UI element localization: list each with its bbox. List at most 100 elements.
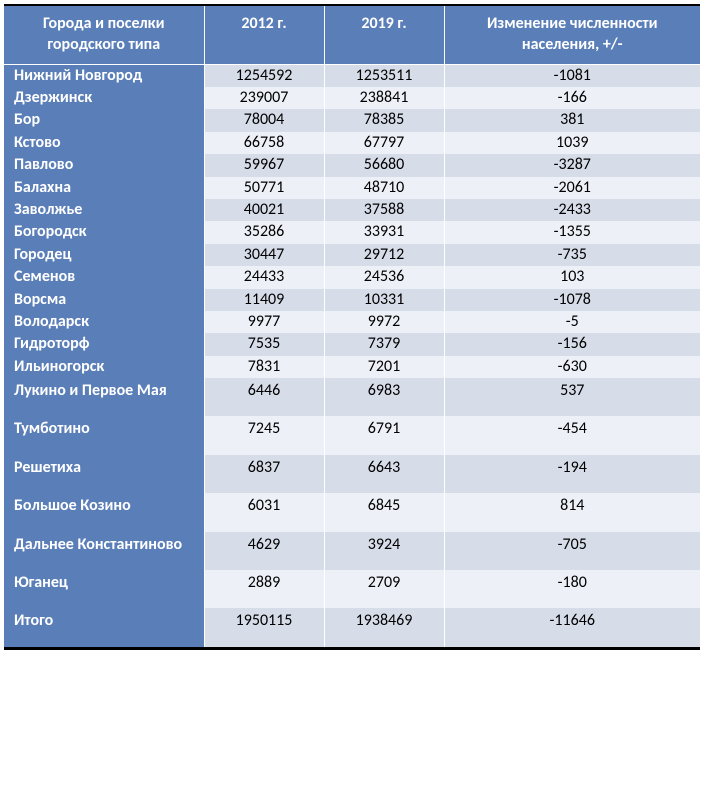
value-delta: -630: [444, 356, 700, 378]
table-row: Итого19501151938469-11646: [4, 608, 700, 648]
value-delta: -1355: [444, 221, 700, 243]
value-2019: 67797: [324, 132, 444, 154]
value-2019: 10331: [324, 289, 444, 311]
city-cell: Решетиха: [4, 455, 204, 493]
value-2012: 6031: [204, 493, 324, 531]
value-2019: 9972: [324, 311, 444, 333]
header-delta: Изменение численности населения, +/-: [444, 5, 700, 64]
value-delta: -454: [444, 416, 700, 454]
value-delta: 103: [444, 266, 700, 288]
table-row: Дальнее Константиново46293924-705: [4, 532, 700, 570]
table-row: Володарск99779972-5: [4, 311, 700, 333]
value-2019: 29712: [324, 244, 444, 266]
value-2012: 40021: [204, 199, 324, 221]
table-row: Ворсма1140910331-1078: [4, 289, 700, 311]
header-2012: 2012 г.: [204, 5, 324, 64]
city-cell: Семенов: [4, 266, 204, 288]
table-row: Бор7800478385381: [4, 109, 700, 131]
value-2012: 50771: [204, 177, 324, 199]
city-cell: Ильиногорск: [4, 356, 204, 378]
city-cell: Володарск: [4, 311, 204, 333]
value-2012: 1254592: [204, 64, 324, 87]
value-2012: 24433: [204, 266, 324, 288]
value-delta: 1039: [444, 132, 700, 154]
value-2019: 7379: [324, 333, 444, 355]
table-row: Юганец28892709-180: [4, 570, 700, 608]
value-2019: 48710: [324, 177, 444, 199]
header-city: Города и поселки городского типа: [4, 5, 204, 64]
city-cell: Павлово: [4, 154, 204, 176]
table-row: Ильиногорск78317201-630: [4, 356, 700, 378]
value-delta: -11646: [444, 608, 700, 648]
value-2012: 7245: [204, 416, 324, 454]
city-cell: Итого: [4, 608, 204, 648]
value-2012: 6837: [204, 455, 324, 493]
city-cell: Бор: [4, 109, 204, 131]
city-cell: Ворсма: [4, 289, 204, 311]
city-cell: Дальнее Константиново: [4, 532, 204, 570]
table-row: Павлово5996756680-3287: [4, 154, 700, 176]
value-delta: -705: [444, 532, 700, 570]
value-2019: 238841: [324, 87, 444, 109]
value-delta: -3287: [444, 154, 700, 176]
table-row: Решетиха68376643-194: [4, 455, 700, 493]
table-row: Лукино и Первое Мая64466983537: [4, 378, 700, 416]
city-cell: Заволжье: [4, 199, 204, 221]
value-2012: 30447: [204, 244, 324, 266]
value-2019: 6845: [324, 493, 444, 531]
city-cell: Богородск: [4, 221, 204, 243]
value-delta: -180: [444, 570, 700, 608]
value-2012: 66758: [204, 132, 324, 154]
value-2012: 1950115: [204, 608, 324, 648]
table-row: Балахна5077148710-2061: [4, 177, 700, 199]
city-cell: Дзержинск: [4, 87, 204, 109]
value-delta: -194: [444, 455, 700, 493]
value-2019: 37588: [324, 199, 444, 221]
table-row: Городец3044729712-735: [4, 244, 700, 266]
value-2019: 7201: [324, 356, 444, 378]
value-2012: 78004: [204, 109, 324, 131]
value-2019: 6643: [324, 455, 444, 493]
value-delta: -166: [444, 87, 700, 109]
table-row: Нижний Новгород12545921253511-1081: [4, 64, 700, 87]
value-2019: 33931: [324, 221, 444, 243]
value-2019: 6983: [324, 378, 444, 416]
table-row: Богородск3528633931-1355: [4, 221, 700, 243]
city-cell: Большое Козино: [4, 493, 204, 531]
value-2019: 56680: [324, 154, 444, 176]
value-2019: 1938469: [324, 608, 444, 648]
table-row: Семенов2443324536103: [4, 266, 700, 288]
value-2019: 6791: [324, 416, 444, 454]
value-2012: 9977: [204, 311, 324, 333]
table-row: Кстово66758677971039: [4, 132, 700, 154]
table-body: Нижний Новгород12545921253511-1081Дзержи…: [4, 64, 700, 648]
city-cell: Тумботино: [4, 416, 204, 454]
value-2019: 1253511: [324, 64, 444, 87]
city-cell: Городец: [4, 244, 204, 266]
city-cell: Кстово: [4, 132, 204, 154]
value-2019: 78385: [324, 109, 444, 131]
value-2012: 35286: [204, 221, 324, 243]
value-delta: -156: [444, 333, 700, 355]
value-2012: 11409: [204, 289, 324, 311]
header-2019: 2019 г.: [324, 5, 444, 64]
header-row: Города и поселки городского типа 2012 г.…: [4, 5, 700, 64]
value-2012: 7535: [204, 333, 324, 355]
value-delta: 814: [444, 493, 700, 531]
table-row: Дзержинск239007238841-166: [4, 87, 700, 109]
value-2019: 2709: [324, 570, 444, 608]
city-cell: Балахна: [4, 177, 204, 199]
table-row: Заволжье4002137588-2433: [4, 199, 700, 221]
city-cell: Нижний Новгород: [4, 64, 204, 87]
value-2019: 3924: [324, 532, 444, 570]
value-delta: -2433: [444, 199, 700, 221]
table-row: Тумботино72456791-454: [4, 416, 700, 454]
value-delta: -1081: [444, 64, 700, 87]
value-delta: -2061: [444, 177, 700, 199]
table-row: Гидроторф75357379-156: [4, 333, 700, 355]
value-delta: 537: [444, 378, 700, 416]
city-cell: Гидроторф: [4, 333, 204, 355]
city-cell: Лукино и Первое Мая: [4, 378, 204, 416]
value-2012: 239007: [204, 87, 324, 109]
value-2012: 6446: [204, 378, 324, 416]
